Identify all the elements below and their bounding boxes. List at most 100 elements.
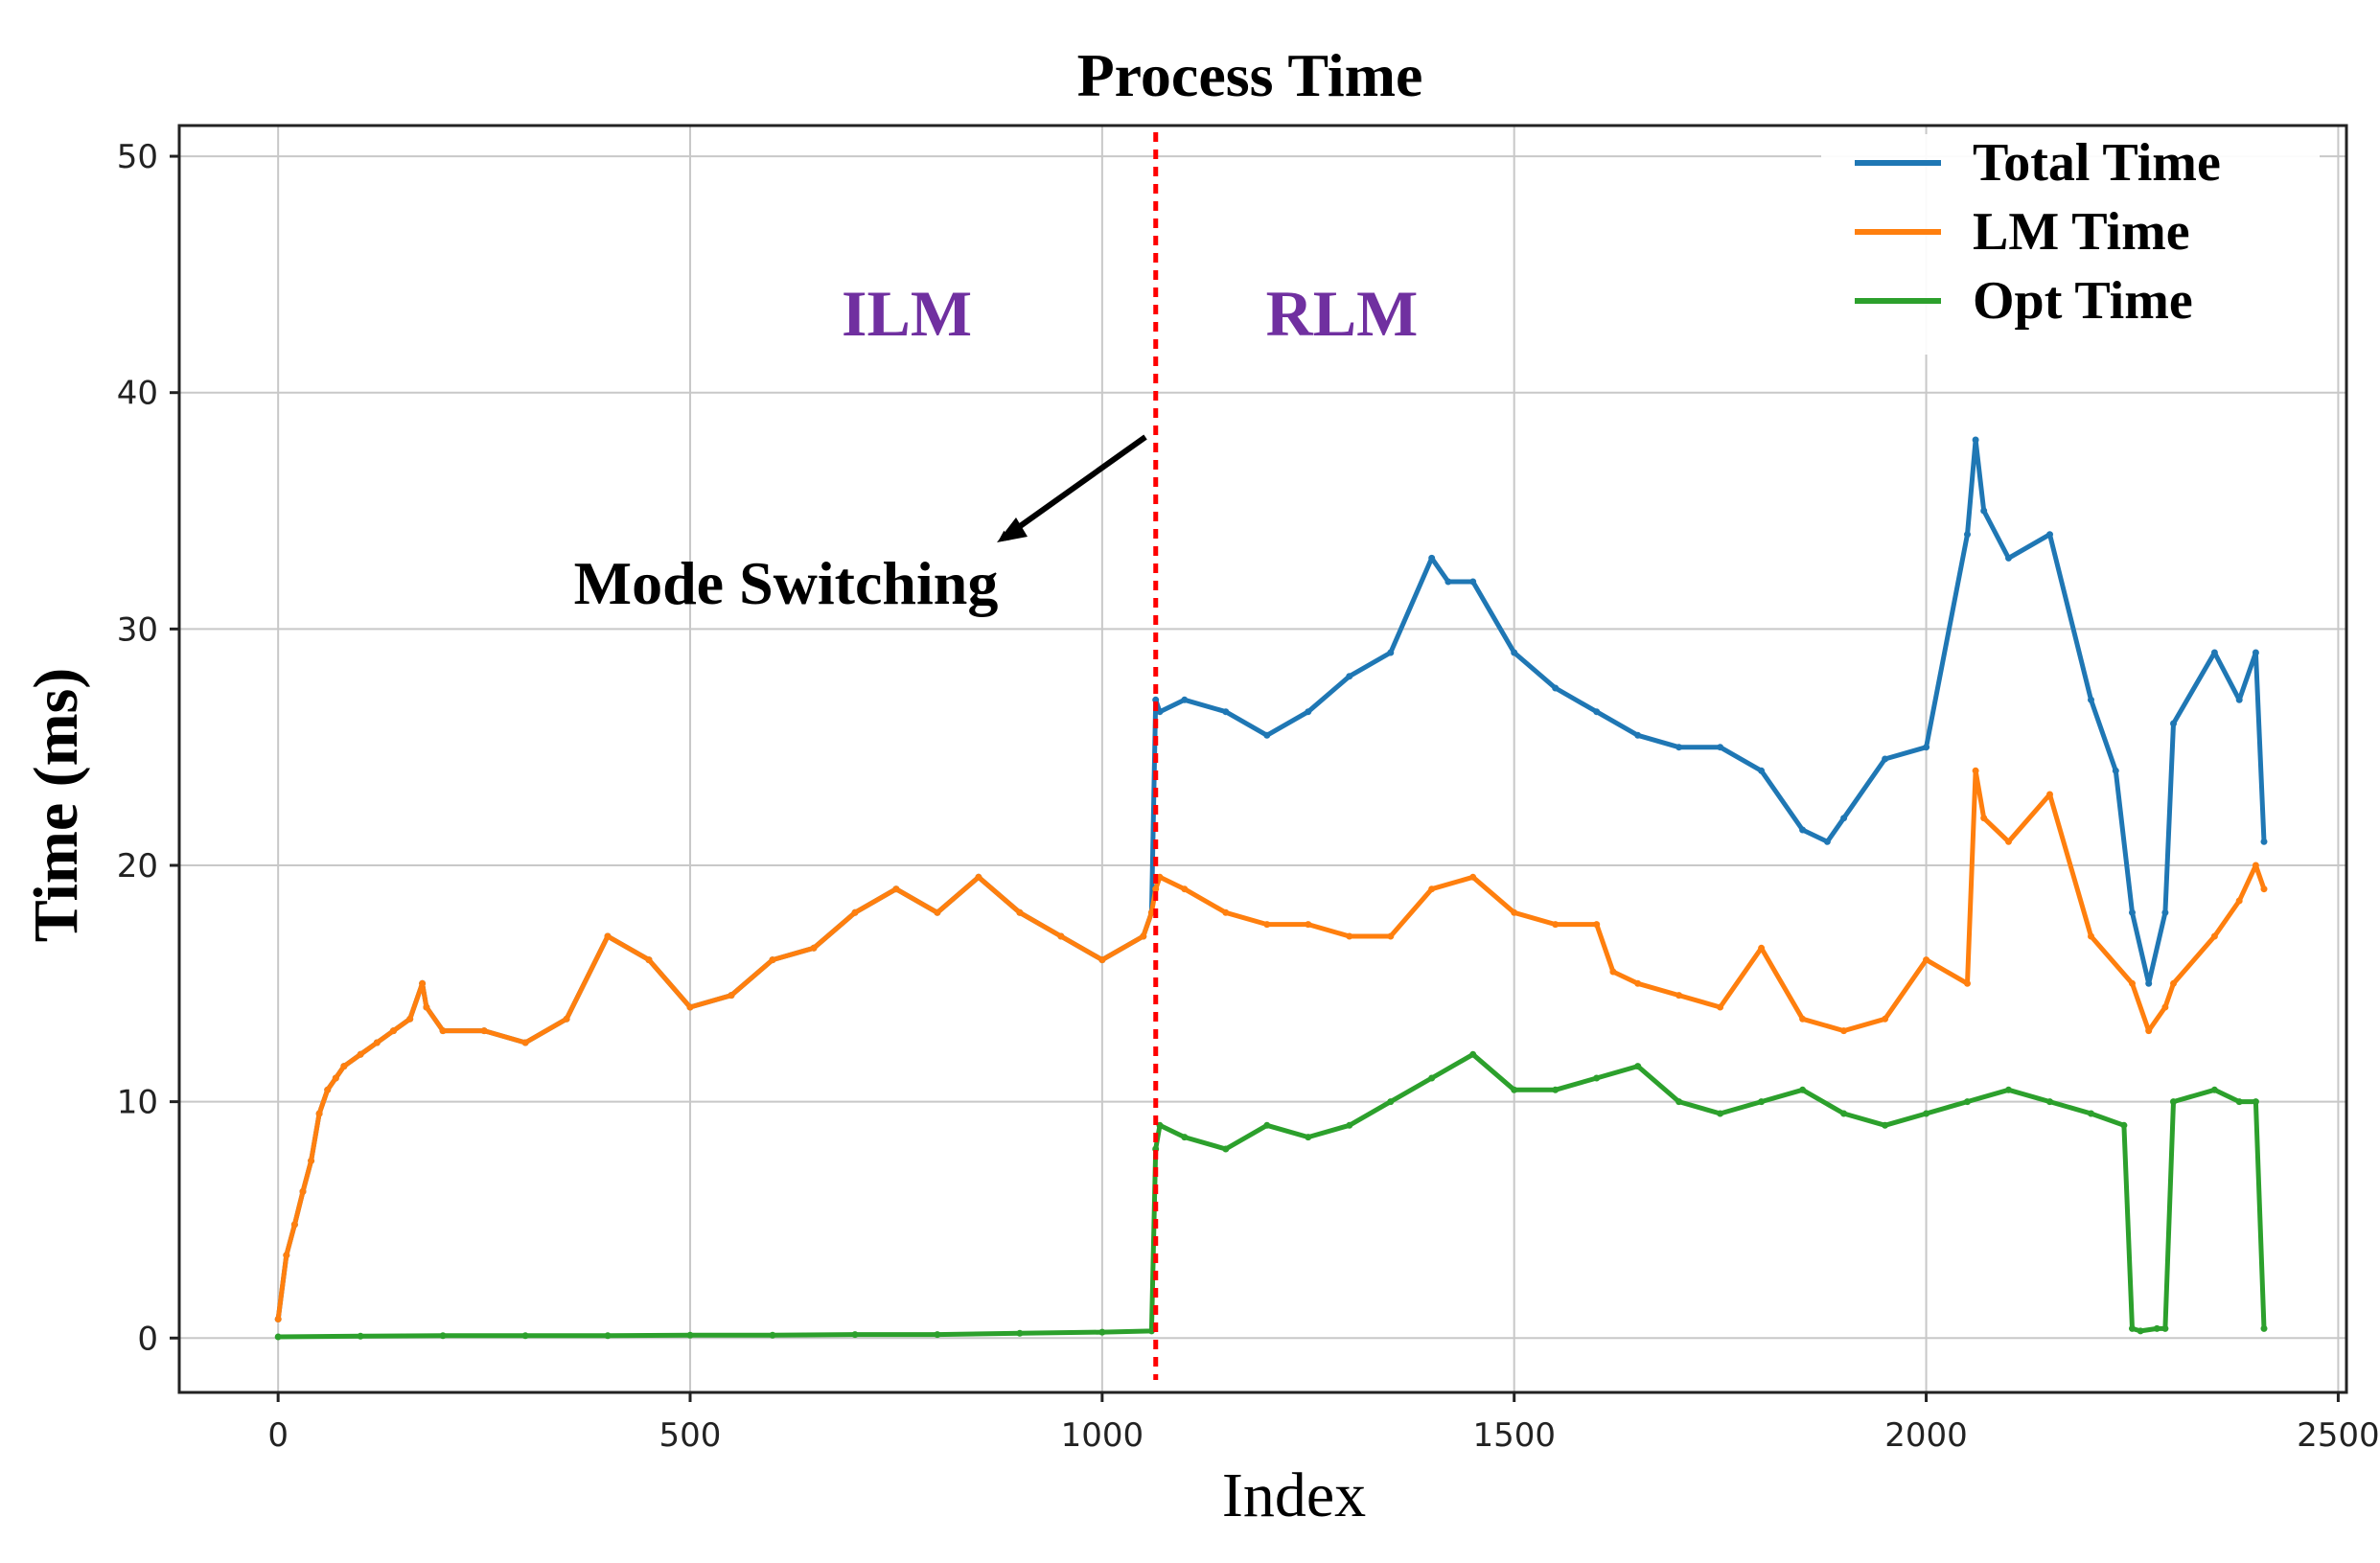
data-point — [2170, 720, 2177, 727]
data-point — [1972, 436, 1979, 444]
data-point — [1799, 1086, 1807, 1093]
data-point — [1972, 767, 1979, 774]
data-point — [1609, 968, 1617, 976]
series-line-opt-time — [278, 1051, 2267, 1340]
data-point — [975, 873, 982, 881]
x-tick-label: 1000 — [1061, 1416, 1144, 1455]
data-point — [1964, 1098, 1971, 1106]
data-point — [2129, 979, 2136, 987]
data-point — [851, 908, 859, 916]
data-point — [1593, 1074, 1601, 1082]
data-point — [1799, 826, 1807, 834]
data-point — [1428, 1074, 1436, 1082]
data-point — [1057, 932, 1065, 940]
y-axis-label: Time (ms) — [21, 668, 91, 943]
data-point — [324, 1086, 332, 1093]
data-point — [283, 1252, 290, 1259]
data-point — [2235, 897, 2243, 905]
data-point — [604, 932, 612, 940]
data-point — [1511, 1086, 1518, 1093]
data-point — [1840, 1027, 1848, 1035]
ilm-region-label: ILM — [842, 277, 972, 350]
data-point — [769, 1331, 776, 1339]
data-point — [2005, 838, 2012, 845]
data-point — [1634, 1063, 1642, 1070]
data-point — [1980, 507, 1988, 515]
data-point — [1469, 1050, 1477, 1058]
data-point — [1387, 649, 1395, 656]
data-point — [357, 1050, 364, 1058]
data-point — [1469, 873, 1477, 881]
data-point — [423, 1003, 430, 1011]
data-point — [1840, 815, 1848, 822]
chart-title: Process Time — [1077, 41, 1423, 109]
data-point — [439, 1332, 447, 1340]
data-point — [2145, 1027, 2153, 1035]
data-point — [1016, 1329, 1024, 1337]
data-point — [2005, 554, 2012, 562]
data-point — [769, 956, 776, 964]
data-point — [2161, 1324, 2169, 1332]
data-point — [2260, 885, 2268, 893]
y-tick-label: 20 — [117, 847, 158, 885]
data-point — [1156, 708, 1164, 716]
data-point — [1181, 1134, 1189, 1141]
data-point — [340, 1063, 348, 1070]
data-point — [1305, 1134, 1312, 1141]
data-point — [1098, 956, 1106, 964]
data-point — [1634, 979, 1642, 987]
mode-switching-arrow — [998, 434, 1147, 542]
data-point — [2153, 1324, 2160, 1332]
plot-frame — [177, 124, 2348, 1394]
data-point — [1758, 944, 1766, 952]
data-point — [1263, 1121, 1271, 1129]
data-point — [1964, 531, 1971, 539]
x-axis-label: Index — [1222, 1460, 1366, 1530]
data-point — [604, 1332, 612, 1340]
y-tick-label: 40 — [117, 375, 158, 413]
data-point — [290, 1221, 298, 1229]
data-point — [1428, 554, 1436, 562]
data-point — [1511, 649, 1518, 656]
data-point — [1717, 1003, 1724, 1011]
y-tick-label: 50 — [117, 138, 158, 176]
data-point — [390, 1027, 397, 1035]
data-point — [2129, 1324, 2136, 1332]
data-point — [1387, 932, 1395, 940]
data-point — [2046, 531, 2053, 539]
data-point — [1675, 1098, 1683, 1106]
data-point — [2161, 1003, 2169, 1011]
data-point — [686, 1331, 694, 1339]
data-point — [1840, 1110, 1848, 1117]
data-point — [1156, 1121, 1164, 1129]
data-point — [1882, 755, 1889, 763]
data-point — [315, 1110, 323, 1117]
data-point — [2260, 838, 2268, 845]
data-series — [274, 436, 2268, 1341]
data-point — [1823, 838, 1831, 845]
axis-ticks: 0 500 1000 1500 2000 2500 0 10 20 30 40 50 — [117, 138, 2380, 1455]
rlm-region-label: RLM — [1266, 277, 1419, 350]
x-tick-label: 1500 — [1472, 1416, 1556, 1455]
data-point — [2046, 1098, 2053, 1106]
data-point — [521, 1332, 529, 1340]
x-tick-label: 2000 — [1884, 1416, 1968, 1455]
data-point — [1923, 956, 1930, 964]
data-point — [1016, 908, 1024, 916]
data-point — [2088, 1110, 2094, 1117]
data-point — [1263, 921, 1271, 929]
data-point — [1346, 932, 1353, 940]
data-point — [357, 1332, 364, 1340]
data-point — [2145, 979, 2153, 987]
data-point — [1222, 908, 1230, 916]
data-point — [563, 1015, 570, 1023]
data-point — [1152, 885, 1160, 893]
data-point — [2260, 1324, 2268, 1332]
data-point — [934, 908, 941, 916]
data-point — [1882, 1015, 1889, 1023]
data-point — [2005, 1086, 2012, 1093]
data-point — [2088, 696, 2094, 703]
y-tick-label: 10 — [117, 1084, 158, 1122]
data-point — [728, 992, 735, 1000]
